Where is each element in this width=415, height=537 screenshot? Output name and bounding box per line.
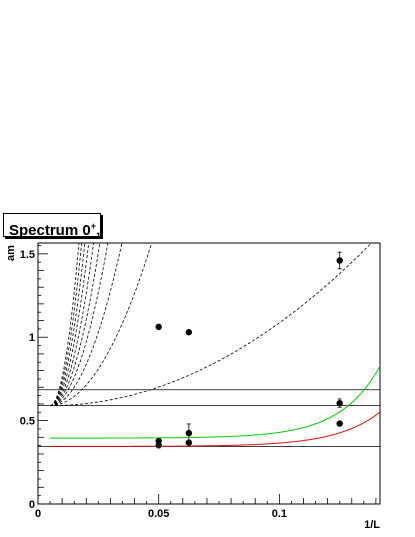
dashed-curve-3	[50, 243, 109, 406]
dashed-curve-4	[50, 243, 101, 406]
x-tick-label: 0	[35, 508, 41, 520]
dashed-curve-5	[50, 243, 94, 406]
fit-curve-0	[50, 365, 380, 439]
x-axis-label: 1/L	[364, 519, 380, 531]
x-tick-label: 0.05	[148, 508, 169, 520]
data-point-4	[185, 429, 193, 437]
dashed-curve-0	[50, 243, 373, 406]
curves-layer	[38, 243, 380, 447]
axes-layer: 0 0.05 0.1 0 0.5 1 1.5	[20, 245, 377, 520]
title-superscript: +	[90, 221, 96, 231]
data-point-1	[155, 437, 162, 445]
dashed-curve-2	[50, 243, 123, 406]
data-point-8	[336, 257, 343, 264]
title-text: Spectrum 0	[9, 222, 91, 239]
y-tick-label: 0.5	[20, 416, 35, 428]
data-point-7	[336, 399, 343, 407]
title-subscript: 1	[95, 231, 101, 241]
y-axis-label: am	[5, 245, 17, 261]
dashed-curve-6	[50, 243, 90, 406]
chart-title: Spectrum 0+1	[3, 213, 101, 241]
dashed-curve-8	[50, 243, 83, 406]
y-tick-label: 0	[29, 499, 35, 511]
data-point-5	[185, 329, 193, 336]
plot-frame	[37, 242, 381, 505]
data-point-2	[155, 323, 162, 331]
points-layer	[155, 251, 343, 449]
y-tick-label: 1.5	[20, 249, 35, 261]
dashed-curve-9	[49, 243, 80, 406]
dashed-curve-7	[50, 243, 86, 406]
x-tick-label: 0.1	[272, 508, 287, 520]
fit-curve-1	[50, 411, 380, 447]
y-tick-label: 1	[29, 332, 35, 344]
data-point-6	[336, 420, 343, 427]
